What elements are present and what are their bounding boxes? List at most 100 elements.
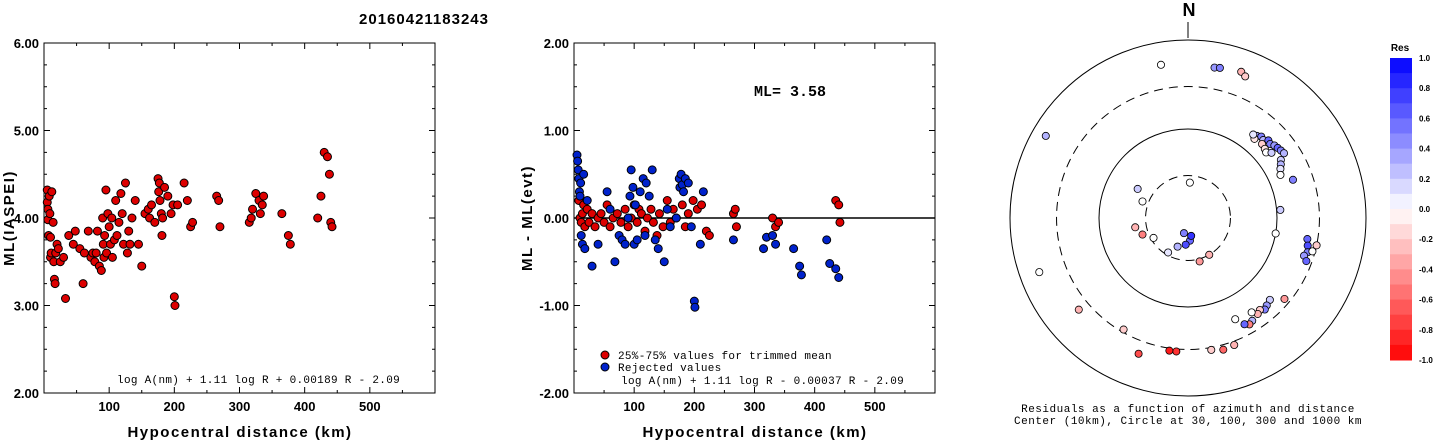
data-point (255, 209, 265, 219)
legend-rejected-marker (600, 362, 610, 372)
middle-y-ticks: -2.00 -1.00 0.00 1.00 2.00 (539, 36, 935, 401)
colorbar-cell (1390, 314, 1412, 331)
data-point (834, 200, 844, 210)
station-point (1119, 325, 1128, 334)
data-point (92, 226, 102, 236)
station-point (1231, 315, 1240, 324)
data-point (593, 239, 603, 249)
data-point (59, 252, 69, 262)
colorbar-tick-label: 0.4 (1419, 145, 1431, 154)
data-point (582, 196, 592, 205)
station-point (1195, 257, 1204, 266)
station-point (1303, 235, 1312, 244)
data-point (83, 226, 93, 236)
y-tick-label: 1.00 (544, 124, 569, 139)
y-tick-label: 0.00 (544, 211, 569, 226)
data-point (50, 279, 60, 289)
data-point (690, 302, 700, 312)
data-point (759, 244, 769, 254)
data-point (580, 244, 590, 254)
data-point (704, 231, 714, 240)
data-point (590, 222, 600, 232)
data-point (125, 239, 135, 249)
data-point (662, 196, 672, 205)
data-point (835, 217, 845, 227)
data-point (104, 222, 114, 232)
colorbar-tick-labels: 1.0 0.8 0.6 0.4 0.2 0.0 -0.2 -0.4 -0.6 -0.8 -1.0 (1419, 54, 1433, 365)
data-point (111, 196, 121, 205)
data-point (647, 165, 657, 175)
station-point (1134, 349, 1143, 358)
colorbar-cell (1390, 284, 1412, 301)
data-point (650, 235, 660, 245)
data-point (822, 235, 832, 245)
x-tick-label: 200 (683, 399, 705, 414)
y-tick-label: 6.00 (14, 36, 39, 51)
data-point (91, 248, 101, 258)
colorbar-cell (1390, 344, 1412, 361)
data-point (648, 217, 658, 227)
north-label: N (1183, 0, 1196, 20)
colorbar-cell (1390, 118, 1412, 134)
colorbar-cell (1390, 103, 1412, 119)
data-point (160, 182, 170, 192)
y-tick-label: 2.00 (14, 386, 39, 401)
colorbar-cell (1390, 193, 1412, 210)
data-point (576, 178, 586, 188)
data-point (107, 213, 117, 223)
station-point (1185, 178, 1194, 187)
data-point (731, 222, 741, 232)
data-point (157, 231, 167, 240)
colorbar-title: Res (1391, 43, 1410, 54)
data-point (573, 156, 583, 166)
station-point (1276, 205, 1285, 214)
station-point (1187, 231, 1196, 240)
data-point (599, 217, 609, 227)
colorbar-cell (1390, 269, 1412, 285)
station-point (1149, 233, 1158, 242)
data-point (137, 261, 147, 271)
data-point (259, 191, 269, 201)
data-point (46, 232, 56, 242)
data-point (246, 213, 256, 223)
colorbar-cell (1390, 163, 1412, 180)
station-point (1247, 308, 1256, 317)
data-point (170, 301, 180, 310)
data-point (605, 222, 615, 232)
colorbar-cell (1390, 329, 1412, 346)
data-point (616, 217, 626, 227)
data-point (646, 204, 656, 214)
station-point (1267, 148, 1276, 157)
station-point (1156, 60, 1165, 69)
data-point (834, 273, 844, 282)
colorbar-tick-label: -0.6 (1419, 296, 1433, 305)
data-point (771, 239, 781, 249)
colorbar-tick-label: 0.8 (1419, 84, 1431, 93)
left-data-points (42, 147, 337, 310)
data-point (698, 187, 708, 197)
colorbar-cell (1390, 209, 1412, 225)
data-point (584, 217, 594, 227)
y-tick-label: 4.00 (14, 211, 39, 226)
data-point (730, 204, 740, 214)
station-point (1205, 250, 1214, 259)
station-point (1164, 248, 1173, 257)
data-point (610, 257, 620, 267)
data-point (623, 213, 633, 223)
data-point (70, 226, 80, 236)
data-point (182, 196, 192, 205)
data-point (48, 217, 58, 227)
data-point (116, 189, 126, 198)
data-point (64, 231, 74, 240)
data-point (313, 213, 323, 223)
data-point (620, 239, 630, 249)
station-point (1302, 257, 1311, 266)
data-point (796, 270, 806, 280)
legend-rejected-label: Rejected values (618, 363, 722, 375)
data-point (825, 259, 835, 268)
data-point (114, 217, 124, 227)
y-tick-label: -1.00 (539, 299, 569, 314)
colorbar-tick-label: 0.6 (1419, 114, 1431, 123)
middle-data-points (572, 150, 845, 312)
data-point (68, 239, 78, 249)
